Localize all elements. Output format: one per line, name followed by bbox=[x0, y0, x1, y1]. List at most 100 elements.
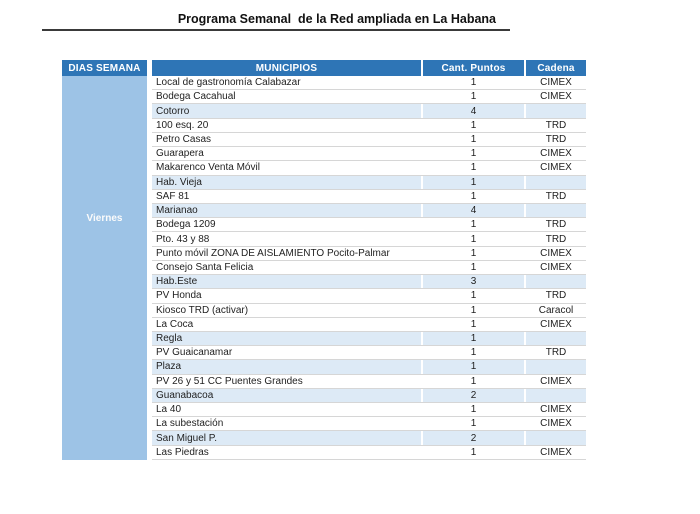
table-row: Bodega Cacahual 1 CIMEX bbox=[152, 90, 586, 105]
table-row: Makarenco Venta Móvil 1 CIMEX bbox=[152, 161, 586, 176]
cell-municipio: San Miguel P. bbox=[156, 432, 217, 444]
cell-cant-puntos: 1 bbox=[421, 218, 524, 232]
cell-cadena: CIMEX bbox=[524, 90, 586, 104]
cell-cadena bbox=[524, 104, 586, 118]
cell-cant-puntos: 1 bbox=[421, 331, 524, 346]
cell-municipio: Plaza bbox=[156, 361, 182, 373]
cell-cant-puntos: 1 bbox=[421, 161, 524, 175]
cell-cant-puntos: 2 bbox=[421, 431, 524, 445]
table-row: Consejo Santa Felicia 1 CIMEX bbox=[152, 260, 586, 276]
cell-cant-puntos: 1 bbox=[421, 317, 524, 331]
table-row: Plaza 1 bbox=[152, 360, 586, 375]
table-row: La subestación 1 CIMEX bbox=[152, 417, 586, 432]
table-row: Pto. 43 y 88 1 TRD bbox=[152, 232, 586, 247]
table-row: Marianao 4 bbox=[152, 203, 586, 219]
cell-municipio: Hab. Vieja bbox=[156, 176, 202, 188]
cell-cant-puntos: 1 bbox=[421, 445, 524, 459]
cell-cadena: TRD bbox=[524, 132, 586, 147]
cell-cant-puntos: 1 bbox=[421, 189, 524, 203]
cell-cadena bbox=[524, 203, 586, 218]
cell-municipio: La Coca bbox=[156, 318, 194, 330]
cell-municipio: Petro Casas bbox=[156, 133, 212, 145]
cell-cant-puntos: 4 bbox=[421, 203, 524, 218]
cell-municipio: Bodega 1209 bbox=[156, 219, 216, 231]
cell-municipio: Punto móvil ZONA DE AISLAMIENTO Pocito-P… bbox=[156, 247, 390, 259]
cell-cant-puntos: 1 bbox=[421, 346, 524, 360]
table-row: Las Piedras 1 CIMEX bbox=[152, 445, 586, 460]
table-row: Petro Casas 1 TRD bbox=[152, 132, 586, 148]
table-row: Cotorro 4 bbox=[152, 104, 586, 119]
cell-municipio: 100 esq. 20 bbox=[156, 119, 209, 131]
cell-cant-puntos: 1 bbox=[421, 417, 524, 431]
cell-cadena bbox=[524, 360, 586, 374]
cell-cant-puntos: 2 bbox=[421, 388, 524, 403]
cell-cadena: TRD bbox=[524, 189, 586, 203]
table-row: Bodega 1209 1 TRD bbox=[152, 218, 586, 233]
cell-cant-puntos: 1 bbox=[421, 289, 524, 303]
table-row: PV Honda 1 TRD bbox=[152, 289, 586, 304]
cell-cadena: CIMEX bbox=[524, 161, 586, 175]
cell-cadena: Caracol bbox=[524, 303, 586, 317]
table-row: Hab. Vieja 1 bbox=[152, 175, 586, 190]
cell-municipio: PV Honda bbox=[156, 290, 202, 302]
cell-cadena: CIMEX bbox=[524, 260, 586, 275]
cell-municipio: Guanabacoa bbox=[156, 389, 214, 401]
cell-cant-puntos: 1 bbox=[421, 374, 524, 388]
cell-municipio: La subestación bbox=[156, 418, 224, 430]
cell-municipio: Las Piedras bbox=[156, 446, 209, 458]
cell-cant-puntos: 1 bbox=[421, 76, 524, 90]
table-row: Guanabacoa 2 bbox=[152, 388, 586, 404]
header-municipios: MUNICIPIOS bbox=[255, 62, 318, 74]
cell-cadena: TRD bbox=[524, 118, 586, 132]
cell-municipio: Marianao bbox=[156, 205, 198, 217]
cell-municipio: PV 26 y 51 CC Puentes Grandes bbox=[156, 375, 303, 387]
cell-cant-puntos: 1 bbox=[421, 132, 524, 147]
cell-cadena: TRD bbox=[524, 218, 586, 232]
cell-cadena: CIMEX bbox=[524, 403, 586, 417]
table-row: SAF 81 1 TRD bbox=[152, 189, 586, 204]
cell-municipio: Bodega Cacahual bbox=[156, 91, 236, 103]
cell-cant-puntos: 3 bbox=[421, 275, 524, 289]
cell-cadena: TRD bbox=[524, 346, 586, 360]
table-row: Regla 1 bbox=[152, 331, 586, 347]
cell-cant-puntos: 1 bbox=[421, 175, 524, 189]
cell-municipio: Pto. 43 y 88 bbox=[156, 233, 210, 245]
cell-cant-puntos: 1 bbox=[421, 90, 524, 104]
table-row: Hab.Este 3 bbox=[152, 275, 586, 290]
cell-cadena bbox=[524, 331, 586, 346]
cell-cadena: CIMEX bbox=[524, 246, 586, 260]
cell-municipio: Makarenco Venta Móvil bbox=[156, 162, 260, 174]
cell-cadena: TRD bbox=[524, 232, 586, 246]
cell-cant-puntos: 1 bbox=[421, 403, 524, 417]
cell-cant-puntos: 4 bbox=[421, 104, 524, 118]
schedule-table: DIAS SEMANA Viernes MUNICIPIOS Cant. Pun… bbox=[62, 60, 586, 460]
header-dias-semana: DIAS SEMANA bbox=[62, 60, 147, 76]
table-row: La 40 1 CIMEX bbox=[152, 403, 586, 418]
cell-cadena: CIMEX bbox=[524, 317, 586, 331]
cell-cadena: TRD bbox=[524, 289, 586, 303]
cell-cadena bbox=[524, 431, 586, 445]
cell-municipio: Cotorro bbox=[156, 105, 190, 117]
cell-cant-puntos: 1 bbox=[421, 303, 524, 317]
cell-municipio: Guarapera bbox=[156, 148, 204, 160]
table-row: PV Guaicanamar 1 TRD bbox=[152, 346, 586, 361]
main-column: MUNICIPIOS Cant. Puntos Cadena Local de … bbox=[152, 60, 586, 460]
cell-cadena: CIMEX bbox=[524, 374, 586, 388]
cell-cadena bbox=[524, 175, 586, 189]
day-merged-cell: Viernes bbox=[62, 76, 147, 460]
cell-cant-puntos: 1 bbox=[421, 147, 524, 161]
cell-cadena bbox=[524, 275, 586, 289]
cell-cadena: CIMEX bbox=[524, 445, 586, 459]
day-label: Viernes bbox=[86, 213, 123, 224]
table-row: 100 esq. 20 1 TRD bbox=[152, 118, 586, 133]
table-header-row: MUNICIPIOS Cant. Puntos Cadena bbox=[152, 60, 586, 76]
cell-municipio: Hab.Este bbox=[156, 276, 198, 288]
cell-cadena bbox=[524, 388, 586, 403]
table-row: San Miguel P. 2 bbox=[152, 431, 586, 446]
cell-municipio: La 40 bbox=[156, 404, 182, 416]
table-row: Local de gastronomía Calabazar 1 CIMEX bbox=[152, 76, 586, 91]
table-row: PV 26 y 51 CC Puentes Grandes 1 CIMEX bbox=[152, 374, 586, 389]
cell-municipio: Regla bbox=[156, 333, 183, 345]
cell-municipio: Consejo Santa Felicia bbox=[156, 261, 254, 273]
